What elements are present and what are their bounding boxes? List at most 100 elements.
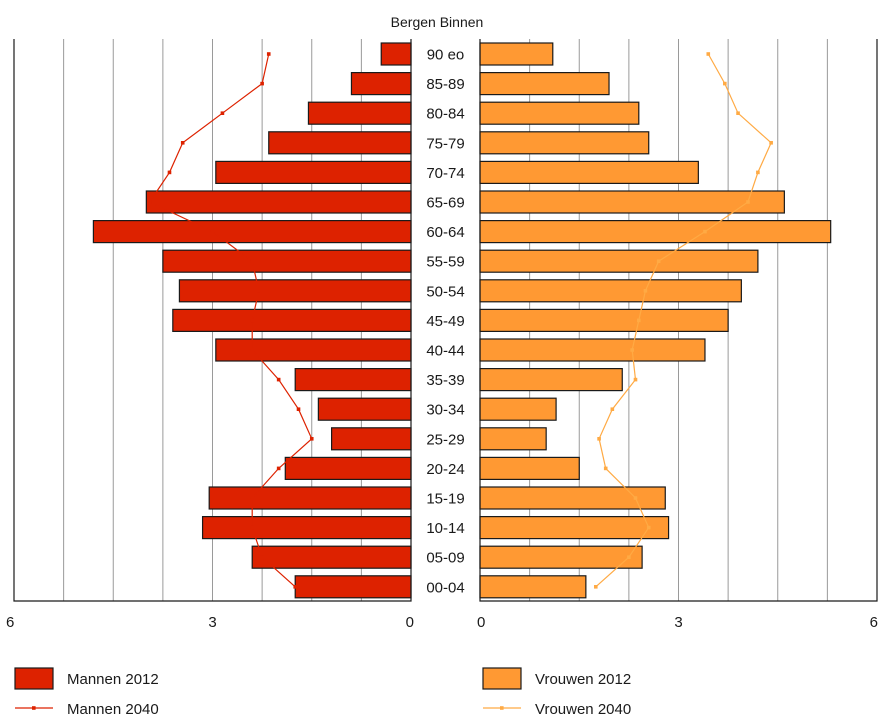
point-mannen-2040-55-59: [250, 259, 254, 263]
bar-vrouwen-2012-30-34: [479, 397, 557, 421]
point-mannen-2040-90 eo: [266, 52, 271, 56]
age-label-35-39: 35-39: [426, 372, 464, 389]
bar-vrouwen-2012-35-39: [479, 368, 623, 392]
age-label-30-34: 30-34: [426, 402, 464, 419]
age-label-85-89: 85-89: [426, 76, 464, 93]
bar-vrouwen-2012-55-59: [479, 249, 759, 273]
legend-label-vrouwen-2012: Vrouwen 2012: [535, 671, 631, 688]
point-vrouwen-2040-40-44: [630, 348, 634, 352]
bar-vrouwen-2012-45-49: [479, 308, 729, 332]
age-label-25-29: 25-29: [426, 431, 464, 448]
age-label-60-64: 60-64: [426, 224, 464, 241]
point-vrouwen-2040-70-74: [756, 170, 760, 175]
point-mannen-2040-05-09: [260, 555, 264, 559]
right-plot-frame: [479, 39, 878, 602]
bar-mannen-2012-70-74: [215, 160, 412, 184]
legend-label-mannen-2040: Mannen 2040: [67, 701, 159, 717]
bar-mannen-2012-15-19: [208, 486, 412, 510]
point-vrouwen-2040-55-59: [656, 259, 661, 263]
point-mannen-2040-45-49: [250, 318, 254, 323]
bar-vrouwen-2012-15-19: [479, 486, 666, 510]
point-mannen-2040-80-84: [220, 111, 225, 115]
point-vrouwen-2040-00-04: [593, 585, 598, 589]
plot-frames: [13, 39, 878, 602]
point-vrouwen-2040-25-29: [597, 437, 601, 441]
tick-left-0: 0: [406, 614, 414, 631]
age-label-15-19: 15-19: [426, 491, 464, 508]
bar-mannen-2012-85-89: [350, 71, 412, 96]
point-vrouwen-2040-45-49: [637, 318, 641, 323]
point-vrouwen-2040-50-54: [643, 289, 648, 293]
tick-right-0: 0: [477, 614, 485, 631]
bar-vrouwen-2012-75-79: [479, 131, 650, 155]
projection-lines: [147, 52, 773, 589]
bar-mannen-2012-45-49: [172, 308, 412, 332]
point-mannen-2040-65-69: [147, 200, 152, 204]
chart-title: Bergen Binnen: [391, 14, 484, 30]
legend-swatch-mannen-2012: [14, 667, 54, 690]
bar-vrouwen-2012-20-24: [479, 456, 580, 480]
bar-mannen-2012-50-54: [178, 279, 412, 303]
legend-label-vrouwen-2040: Vrouwen 2040: [535, 701, 631, 717]
bar-mannen-2012-25-29: [331, 427, 412, 451]
point-vrouwen-2040-20-24: [603, 466, 608, 471]
bar-mannen-2012-80-84: [307, 101, 412, 125]
point-vrouwen-2040-10-14: [646, 525, 651, 530]
point-mannen-2040-00-04: [293, 585, 298, 589]
age-label-05-09: 05-09: [426, 550, 464, 567]
point-vrouwen-2040-35-39: [633, 377, 638, 382]
age-group-labels: 90 eo 85-89 80-84 75-79 70-74 65-69 60-64 55-59…: [426, 47, 464, 597]
age-label-40-44: 40-44: [426, 343, 464, 360]
bar-mannen-2012-55-59: [162, 249, 412, 273]
bar-mannen-2012-20-24: [284, 456, 412, 480]
bar-mannen-2012-35-39: [294, 368, 412, 392]
bar-vrouwen-2012-60-64: [479, 220, 832, 244]
point-vrouwen-2040-30-34: [610, 407, 615, 411]
age-label-00-04: 00-04: [426, 579, 464, 596]
bar-vrouwen-2012-05-09: [479, 545, 643, 569]
bar-vrouwen-2012-80-84: [479, 101, 640, 125]
age-label-10-14: 10-14: [426, 520, 464, 537]
point-vrouwen-2040-90 eo: [706, 52, 711, 56]
point-mannen-2040-35-39: [276, 377, 281, 382]
point-mannen-2040-85-89: [260, 81, 264, 86]
bar-mannen-2012-65-69: [145, 190, 412, 214]
age-label-50-54: 50-54: [426, 283, 464, 300]
bar-vrouwen-2012-00-04: [479, 575, 587, 599]
age-label-80-84: 80-84: [426, 106, 464, 123]
point-mannen-2040-30-34: [296, 407, 301, 411]
legend: Mannen 2012 Mannen 2040 Vrouwen 2012 Vrouwe…: [14, 667, 631, 717]
legend-swatch-vrouwen-2012: [482, 667, 522, 690]
point-mannen-2040-40-44: [250, 348, 254, 352]
tick-left-3: 3: [208, 614, 216, 631]
age-label-20-24: 20-24: [426, 461, 464, 478]
point-mannen-2040-70-74: [167, 170, 172, 175]
legend-label-mannen-2012: Mannen 2012: [67, 671, 159, 688]
point-vrouwen-2040-80-84: [736, 111, 740, 115]
point-vrouwen-2040-60-64: [703, 229, 707, 234]
bar-vrouwen-2012-90 eo: [479, 42, 554, 66]
bar-mannen-2012-05-09: [251, 545, 412, 569]
point-mannen-2040-50-54: [257, 289, 261, 293]
point-mannen-2040-60-64: [210, 229, 215, 234]
tick-right-3: 3: [674, 614, 682, 631]
age-label-90 eo: 90 eo: [427, 47, 465, 64]
bar-vrouwen-2012-50-54: [479, 279, 742, 303]
tick-right-6: 6: [870, 614, 878, 631]
bar-vrouwen-2012-25-29: [479, 427, 547, 451]
point-mannen-2040-75-79: [180, 141, 185, 145]
bar-vrouwen-2012-85-89: [479, 71, 610, 96]
bar-vrouwen-2012-10-14: [479, 515, 670, 540]
point-mannen-2040-15-19: [250, 496, 254, 500]
tick-left-6: 6: [6, 614, 14, 631]
bar-mannen-2012-60-64: [92, 220, 412, 244]
age-label-55-59: 55-59: [426, 254, 464, 271]
axis-tick-labels: 6 3 0 0 3 6: [6, 614, 878, 631]
bar-mannen-2012-40-44: [215, 338, 412, 362]
grid-lines: [63, 39, 828, 601]
legend-marker-vrouwen-2040: [500, 706, 504, 710]
point-vrouwen-2040-05-09: [627, 555, 631, 559]
age-label-45-49: 45-49: [426, 313, 464, 330]
bar-mannen-2012-75-79: [268, 131, 412, 155]
